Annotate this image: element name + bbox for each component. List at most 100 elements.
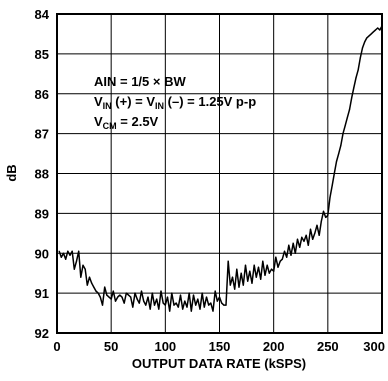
data-point: [149, 308, 151, 310]
x-tick-label: 100: [154, 339, 176, 354]
data-point: [210, 302, 212, 304]
data-point: [114, 300, 117, 302]
data-point: [69, 254, 71, 256]
data-point: [156, 298, 158, 300]
y-tick-label: 86: [35, 87, 49, 102]
data-point: [316, 224, 318, 226]
data-point: [351, 97, 353, 99]
data-point: [197, 298, 199, 300]
data-point: [99, 296, 101, 298]
series-line: [58, 25, 383, 312]
data-point: [195, 304, 197, 306]
data-point: [110, 298, 112, 300]
data-point: [136, 298, 138, 300]
data-point: [231, 276, 234, 278]
data-point: [80, 276, 82, 278]
data-point: [325, 216, 327, 218]
data-point: [164, 304, 166, 306]
data-point: [270, 268, 273, 270]
data-point: [249, 270, 251, 272]
data-point: [338, 152, 340, 155]
data-point: [286, 256, 288, 258]
data-point: [65, 258, 67, 260]
data-point: [119, 294, 121, 296]
data-point: [134, 292, 136, 294]
data-point: [342, 133, 344, 135]
annotation-line-3: VCM = 2.5V: [94, 114, 159, 131]
data-point: [97, 292, 99, 294]
data-point: [101, 304, 104, 306]
data-point: [335, 160, 338, 163]
annotation-line-3-sub-a: CM: [103, 121, 117, 131]
data-point: [353, 87, 355, 89]
data-point: [214, 290, 216, 292]
grid: [56, 13, 383, 334]
series-points: [58, 25, 383, 312]
data-point: [236, 268, 238, 270]
data-point: [203, 306, 205, 308]
data-point: [162, 302, 164, 304]
data-point: [299, 246, 301, 248]
data-point: [201, 292, 203, 294]
data-point: [283, 250, 286, 252]
data-point: [247, 280, 249, 282]
data-point: [182, 308, 184, 310]
annotation-line-2-part-a: V: [94, 94, 103, 109]
data-point: [71, 250, 73, 252]
data-point: [95, 290, 97, 292]
data-point: [212, 310, 214, 312]
data-point: [275, 256, 277, 258]
data-point: [58, 250, 60, 252]
data-point: [312, 238, 314, 240]
data-point: [78, 250, 80, 252]
annotation-line-2-sub-b: IN: [155, 101, 164, 111]
data-point: [140, 290, 143, 292]
data-point: [279, 260, 281, 262]
data-point: [88, 276, 91, 278]
data-point: [262, 260, 264, 262]
data-point: [91, 282, 93, 284]
data-point: [84, 268, 86, 270]
data-point: [179, 294, 182, 296]
data-point: [216, 300, 218, 302]
data-point: [145, 304, 147, 306]
data-point: [333, 172, 335, 175]
data-point: [60, 256, 62, 258]
x-tick-labels: 0 50 100 150 200 250 300: [53, 339, 385, 354]
data-point: [309, 228, 312, 230]
x-tick-label: 200: [263, 339, 285, 354]
data-point: [73, 268, 75, 270]
x-tick-label: 50: [104, 339, 118, 354]
data-point: [112, 290, 114, 292]
data-point: [160, 290, 162, 292]
data-point: [208, 304, 210, 306]
data-point: [251, 282, 253, 284]
annotation-line-2: VIN (+) = VIN (–) = 1.25V p-p: [94, 94, 256, 111]
data-point: [327, 214, 329, 216]
data-point: [190, 310, 192, 312]
data-point: [171, 292, 173, 294]
x-tick-label: 150: [209, 339, 231, 354]
data-point: [292, 242, 294, 244]
data-point: [175, 302, 177, 304]
data-point: [242, 284, 244, 286]
annotation-line-3-part-a: V: [94, 114, 103, 129]
y-axis-title: dB: [4, 164, 19, 181]
data-point: [238, 286, 240, 288]
data-point: [177, 306, 179, 308]
data-point: [266, 264, 268, 266]
y-tick-label: 88: [35, 167, 49, 182]
data-point: [255, 276, 257, 278]
data-point: [381, 25, 383, 27]
y-tick-label: 92: [35, 326, 49, 341]
data-point: [75, 260, 78, 262]
x-tick-label: 0: [53, 339, 60, 354]
x-tick-label: 300: [363, 339, 385, 354]
data-point: [253, 264, 255, 266]
data-point: [132, 306, 134, 308]
data-point: [117, 296, 119, 298]
data-point: [318, 234, 320, 236]
data-point: [169, 310, 171, 312]
data-point: [374, 29, 377, 31]
